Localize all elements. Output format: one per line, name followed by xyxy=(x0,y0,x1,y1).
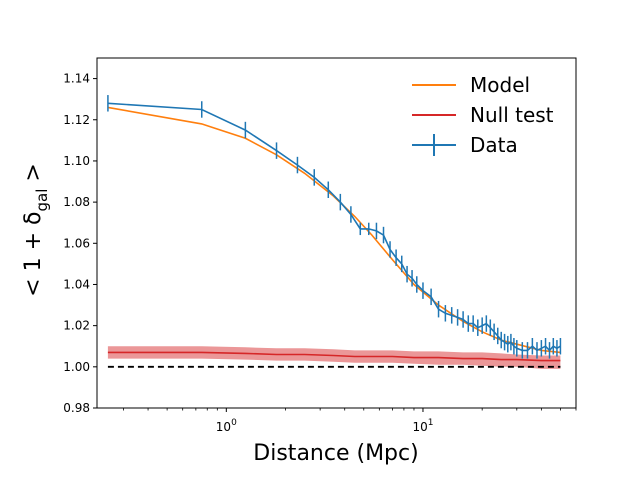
svg-text:< 1 + δgal >: < 1 + δgal > xyxy=(21,163,51,297)
y-tick-label: 1.00 xyxy=(63,360,90,374)
legend: Model Null test Data xyxy=(412,73,554,157)
y-axis-label-sub: gal xyxy=(33,189,51,212)
null-test-band xyxy=(107,346,561,369)
plot-frame xyxy=(96,57,577,409)
null-test-line xyxy=(107,351,561,362)
y-axis-label: < 1 + δgal > xyxy=(21,163,51,297)
y-tick-label: 1.12 xyxy=(63,113,90,127)
plot-area xyxy=(107,95,562,369)
legend-label-data: Data xyxy=(470,133,518,157)
axis-ticks: 0.98 1.00 1.02 1.04 1.06 1.08 1.10 1.12 1.14 100 1… xyxy=(63,72,577,434)
y-tick-label: 1.04 xyxy=(63,277,90,291)
y-tick-label: 1.14 xyxy=(63,72,90,86)
y-tick-label: 1.02 xyxy=(63,319,90,333)
legend-label-model: Model xyxy=(470,73,530,97)
x-tick-label: 101 xyxy=(412,418,433,434)
x-axis-label: Distance (Mpc) xyxy=(253,441,418,466)
y-tick-label: 1.06 xyxy=(63,236,90,250)
y-tick-label: 1.10 xyxy=(63,154,90,168)
x-tick-label: 100 xyxy=(216,418,237,434)
model-line xyxy=(107,106,561,354)
y-axis-label-main: < 1 + δ xyxy=(21,212,46,297)
y-tick-label: 0.98 xyxy=(63,401,90,415)
legend-label-null-test: Null test xyxy=(470,103,554,127)
y-axis-label-tail: > xyxy=(21,163,46,188)
data-line xyxy=(107,102,561,352)
y-tick-label: 1.08 xyxy=(63,195,90,209)
